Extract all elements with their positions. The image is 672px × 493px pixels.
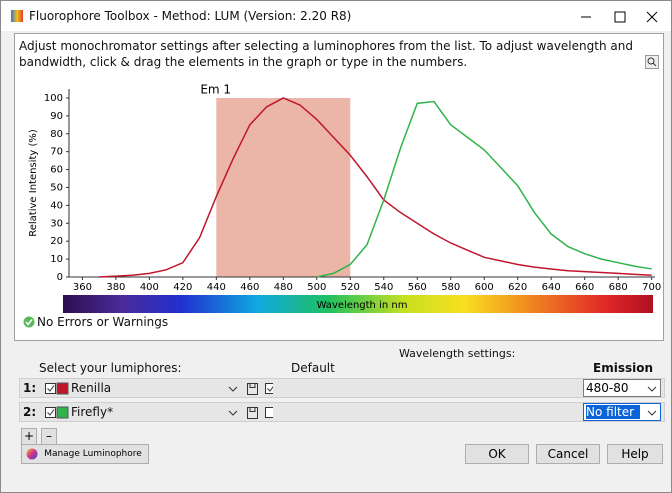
title-bar [1,1,671,31]
y-axis-label: Relative Intensity (%) [28,129,39,237]
default-label: Default [291,361,335,375]
emission-band [216,98,351,277]
x-tick-label: 680 [609,282,628,293]
help-icon[interactable] [645,55,659,69]
x-tick-label: 380 [106,282,125,293]
x-tick-label: 440 [207,282,226,293]
x-tick-label: 500 [307,282,326,293]
x-tick-label: 360 [73,282,92,293]
x-tick-label: 400 [140,282,159,293]
help-button[interactable]: Help [607,444,663,464]
x-tick-label: 420 [173,282,192,293]
status: No Errors or Warnings [37,315,169,329]
x-tick-label: 660 [575,282,594,293]
row [19,402,665,422]
emission-label: Emission [593,361,653,375]
row-index: 2: [23,405,37,419]
chart[interactable]: Em 1 0 10 20 30 40 50 60 70 80 90 100 360 380 400 420 44… [15,79,661,315]
x-tick-label: 480 [274,282,293,293]
y-tick-label: 10 [50,254,63,265]
row-index: 1: [23,381,37,395]
window-controls[interactable] [571,7,671,27]
y-tick-label: 60 [50,165,63,176]
y-tick-label: 30 [50,218,63,229]
emission-select[interactable]: 480-80 [583,379,661,397]
x-tick-label: 580 [441,282,460,293]
select-arrows [647,386,657,416]
x-tick-label: 700 [642,282,661,293]
emission-value: 480-80 [586,381,629,395]
y-tick-label: 90 [50,111,63,122]
x-tick-label: 620 [508,282,527,293]
settings-heading: Wavelength settings: [399,347,516,360]
y-tick-label: 40 [50,200,63,211]
add-button[interactable]: + [21,428,37,445]
band-label: Em 1 [200,83,231,97]
y-tick-label: 20 [50,236,63,247]
y-tick-label: 50 [50,182,63,193]
row-controls[interactable] [43,405,273,421]
x-tick-label: 560 [408,282,427,293]
row-controls[interactable] [43,381,273,397]
x-tick-label: 520 [341,282,360,293]
x-tick-label: 600 [475,282,494,293]
spectrum-bar [63,295,653,313]
luminophore-name[interactable]: Renilla [71,381,112,395]
emission-value: No filter [586,405,641,419]
row [19,378,665,398]
color-swatch [56,382,69,395]
instructions: Adjust monochromator settings after sele… [19,39,633,69]
manage-label: Manage Luminophore [44,449,142,459]
manage-icon [26,448,38,460]
app-icon [11,10,23,22]
ok-icon [23,316,35,328]
y-tick-label: 0 [57,272,63,283]
remove-button[interactable]: – [41,428,57,445]
select-label: Select your lumiphores: [39,361,182,375]
y-tick-label: 80 [50,129,63,140]
window-title: Fluorophore Toolbox - Method: LUM (Versi… [29,9,352,23]
y-tick-label: 100 [44,93,63,104]
x-tick-label: 640 [542,282,561,293]
color-swatch [56,406,69,419]
cancel-button[interactable]: Cancel [536,444,600,464]
ok-button[interactable]: OK [465,444,529,464]
emission-select[interactable]: No filter [583,403,661,421]
y-tick-label: 70 [50,147,63,158]
x-tick-label: 460 [240,282,259,293]
luminophore-name[interactable]: Firefly* [71,405,114,419]
spectrum-line [316,100,652,278]
spectrum-line [99,97,652,278]
x-axis-label: Wavelength in nm [317,300,408,311]
manage-button[interactable]: Manage Luminophore [21,444,149,464]
x-tick-label: 540 [374,282,393,293]
